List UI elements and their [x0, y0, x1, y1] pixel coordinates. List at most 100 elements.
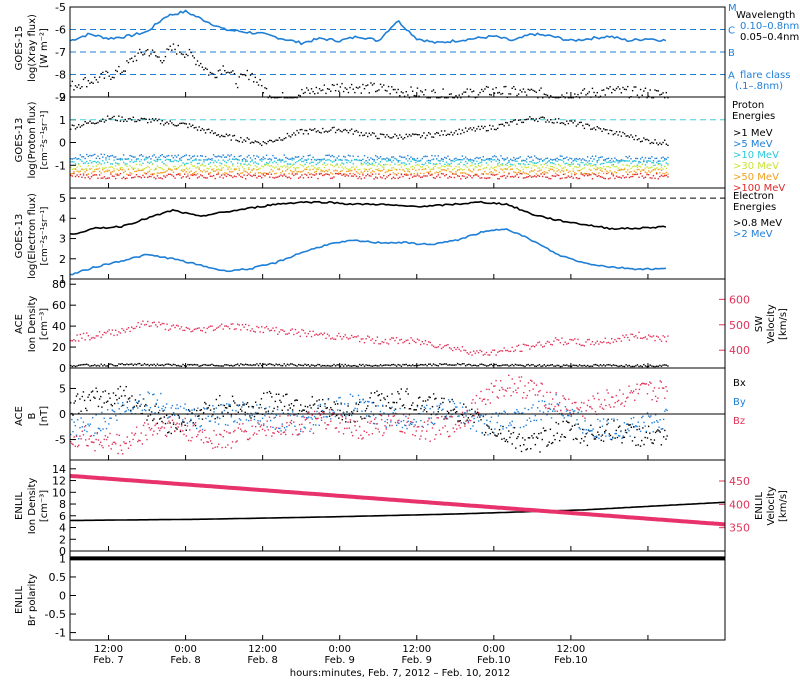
data-point [631, 166, 634, 168]
data-point [617, 162, 619, 164]
data-point [491, 431, 494, 433]
data-point [477, 157, 480, 160]
data-point [286, 422, 288, 424]
data-point [183, 163, 186, 166]
data-point [294, 134, 297, 136]
data-point [186, 425, 189, 427]
data-point [489, 124, 491, 127]
data-point [167, 432, 169, 434]
data-point [362, 398, 364, 401]
data-point [620, 430, 622, 433]
data-point [622, 131, 624, 134]
data-point [350, 166, 353, 169]
data-point [600, 439, 602, 442]
data-point [655, 142, 658, 144]
data-point [641, 365, 643, 368]
data-point [273, 157, 276, 159]
data-point [333, 156, 335, 158]
data-point [402, 341, 404, 344]
data-point [179, 405, 182, 408]
data-point [140, 51, 143, 54]
data-point [659, 163, 661, 165]
data-point [195, 158, 197, 160]
data-point [627, 169, 629, 171]
data-point [320, 419, 323, 421]
ace-plasma-y2label-line2: Velocity [766, 304, 777, 343]
data-point [562, 122, 565, 125]
data-point [328, 159, 330, 161]
data-point [409, 408, 412, 410]
data-point [389, 169, 391, 172]
data-point [228, 155, 231, 157]
data-point [638, 96, 640, 99]
data-point [423, 164, 425, 166]
data-point [270, 139, 273, 142]
data-point [307, 165, 309, 168]
data-point [153, 119, 155, 122]
data-point [407, 417, 409, 419]
data-point [106, 170, 109, 173]
data-point [378, 365, 380, 367]
data-point [617, 337, 619, 340]
data-point [106, 115, 109, 117]
data-point [525, 158, 528, 160]
data-point [89, 338, 91, 341]
data-point [437, 408, 439, 410]
data-point [262, 363, 265, 365]
data-point [424, 137, 427, 139]
data-point [413, 409, 415, 411]
data-point [180, 422, 183, 424]
data-point [554, 175, 557, 177]
data-point [474, 352, 476, 354]
data-point [420, 435, 422, 437]
data-point [479, 161, 481, 164]
data-point [651, 161, 653, 164]
data-point [138, 400, 140, 402]
data-point [511, 363, 513, 366]
data-point [553, 170, 555, 172]
data-point [342, 163, 345, 165]
data-point [84, 363, 86, 366]
data-point [246, 363, 248, 366]
data-point [381, 169, 383, 172]
data-point [78, 175, 80, 178]
data-point [317, 168, 319, 171]
data-point [309, 422, 311, 424]
data-point [453, 173, 456, 175]
data-point [143, 324, 146, 326]
data-point [429, 341, 432, 344]
data-point [530, 176, 533, 178]
data-point [487, 399, 489, 401]
data-point [150, 427, 153, 430]
data-point [424, 89, 427, 91]
data-point [657, 365, 659, 368]
data-point [434, 172, 436, 174]
data-point [646, 160, 648, 162]
data-point [509, 165, 512, 167]
data-point [118, 397, 120, 399]
data-point [227, 168, 229, 170]
data-point [575, 177, 578, 179]
data-point [185, 154, 187, 156]
data-point [404, 424, 406, 426]
data-point [561, 94, 563, 96]
data-point [183, 122, 186, 125]
data-point [243, 139, 245, 141]
data-point [489, 93, 491, 96]
data-point [283, 164, 285, 167]
data-point [537, 342, 539, 344]
data-point [112, 392, 115, 394]
data-point [236, 140, 239, 142]
data-point [309, 169, 311, 171]
data-point [106, 161, 109, 164]
data-point [399, 339, 401, 341]
data-point [95, 387, 97, 389]
data-point [159, 364, 162, 366]
data-point [519, 380, 522, 382]
data-point [288, 172, 290, 175]
data-point [529, 175, 531, 177]
data-point [89, 399, 92, 402]
data-point [245, 430, 248, 433]
data-point [400, 173, 403, 176]
data-point [190, 174, 192, 176]
